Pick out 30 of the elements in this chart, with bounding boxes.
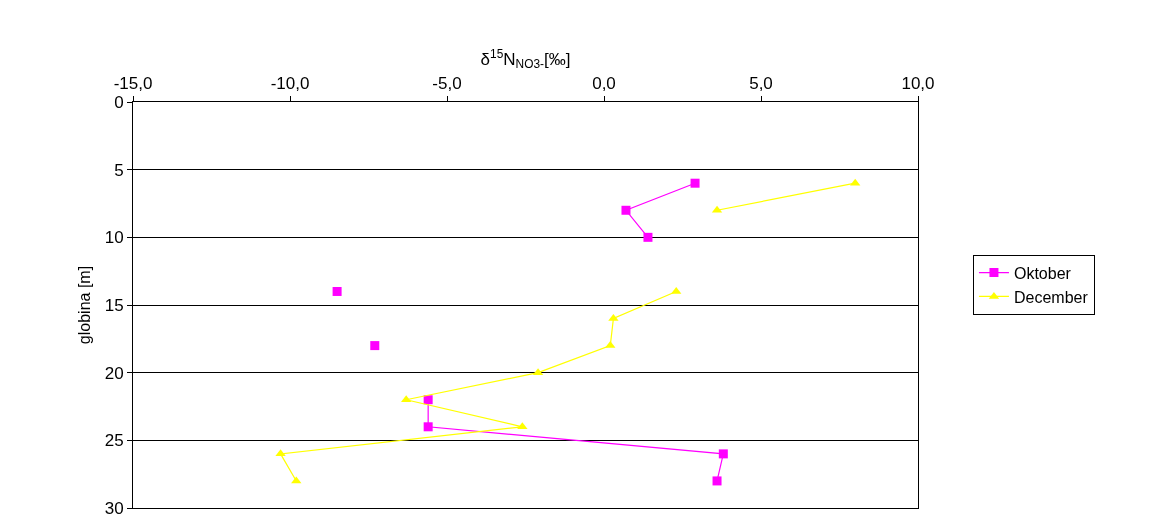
point [718,449,728,459]
y-tick-label: 20 [104,363,124,383]
point [423,395,433,405]
legend-label: Oktober [1013,264,1072,282]
x-tick-label: 5,0 [749,74,773,94]
point [643,232,653,242]
point [690,178,700,188]
point [291,476,302,484]
x-tick-label: -10,0 [270,74,310,94]
x-axis-title: δ$^{15}$N$_{NO3-}$[‰] [480,46,571,72]
y-tick-label: 25 [104,431,124,451]
y-tick-label: 15 [104,295,124,315]
point [712,476,722,486]
x-tick-label: 10,0 [901,74,935,94]
y-axis-title: globina [m] [75,265,93,345]
point [370,341,380,351]
y-tick-label: 5 [114,160,124,180]
point [517,422,528,430]
point [671,286,682,294]
y-tick-label: 30 [104,498,124,518]
x-tick-label: -15,0 [113,74,153,94]
legend-label: December [1013,288,1089,306]
x-tick-label: 0,0 [592,74,616,94]
y-tick-label: 0 [114,92,124,112]
point [332,286,342,296]
point [621,205,631,215]
x-tick-label: -5,0 [432,74,462,94]
point [275,449,286,457]
point [423,422,433,432]
y-tick-label: 10 [104,228,124,248]
